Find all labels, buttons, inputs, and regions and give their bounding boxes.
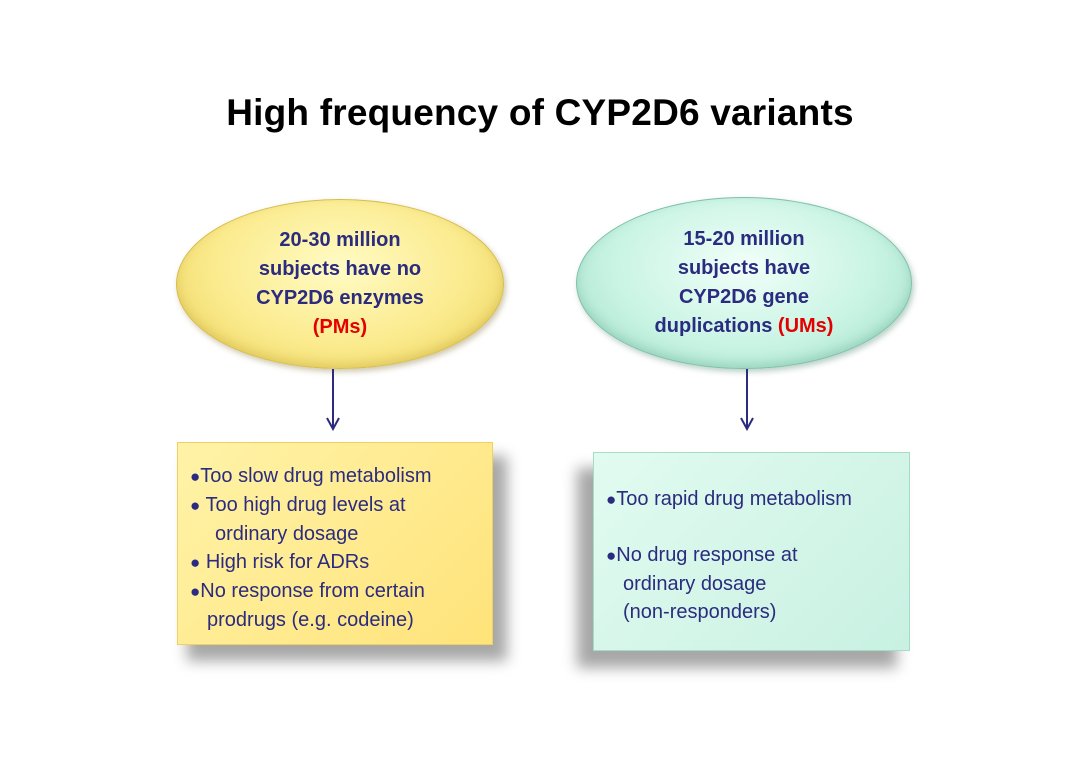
bullet-icon: ● <box>190 467 201 486</box>
list-item-text: High risk for ADRs <box>205 551 370 573</box>
pm-label: (PMs) <box>312 316 368 338</box>
bullet-icon: ● <box>606 546 617 565</box>
list-item-continuation: prodrugs (e.g. codeine) <box>207 609 414 631</box>
page-title: High frequency of CYP2D6 variants <box>226 92 854 133</box>
list-item-text: Too high drug levels at <box>205 494 406 516</box>
arrow-down-icon <box>740 369 754 431</box>
bullet-icon: ● <box>606 490 617 509</box>
arrow-down-icon <box>326 369 340 431</box>
um-ellipse: 15-20 million subjects have CYP2D6 gene … <box>576 197 912 369</box>
pm-ellipse-line-3: CYP2D6 enzymes <box>256 287 424 309</box>
pm-ellipse-line-2: subjects have no <box>258 258 422 280</box>
pm-ellipse: 20-30 million subjects have no CYP2D6 en… <box>176 199 504 369</box>
bullet-icon: ● <box>190 582 201 601</box>
um-effects-box: ●Too rapid drug metabolism ●No drug resp… <box>593 452 910 651</box>
um-ellipse-line-3: CYP2D6 gene <box>678 286 810 308</box>
list-item-continuation: ordinary dosage <box>623 573 767 595</box>
list-item: ●Too rapid drug metabolism <box>606 485 909 514</box>
pm-ellipse-line-1: 20-30 million <box>279 229 401 251</box>
list-item-text: No response from certain <box>200 580 425 602</box>
um-ellipse-line-4: duplications (UMs) <box>655 312 834 341</box>
list-item-continuation: ordinary dosage <box>215 523 359 545</box>
list-item: ● Too high drug levels at <box>190 491 492 520</box>
bullet-icon: ● <box>190 496 201 515</box>
spacer <box>606 514 909 541</box>
list-item-text: Too rapid drug metabolism <box>616 488 852 510</box>
list-item: ●No drug response at <box>606 541 909 570</box>
list-item: ●No response from certain <box>190 577 492 606</box>
um-ellipse-line-2: subjects have <box>677 257 811 279</box>
list-item-text: No drug response at <box>616 544 798 566</box>
list-item-text: Too slow drug metabolism <box>200 465 432 487</box>
list-item: ●Too slow drug metabolism <box>190 462 492 491</box>
um-ellipse-line-1: 15-20 million <box>683 228 805 250</box>
bullet-icon: ● <box>190 553 201 572</box>
list-item-continuation: (non-responders) <box>623 601 777 623</box>
list-item: ● High risk for ADRs <box>190 548 492 577</box>
pm-effects-box: ●Too slow drug metabolism ● Too high dru… <box>177 442 493 645</box>
um-ellipse-line-4-text: duplications <box>654 315 773 337</box>
um-label: (UMs) <box>777 315 834 337</box>
